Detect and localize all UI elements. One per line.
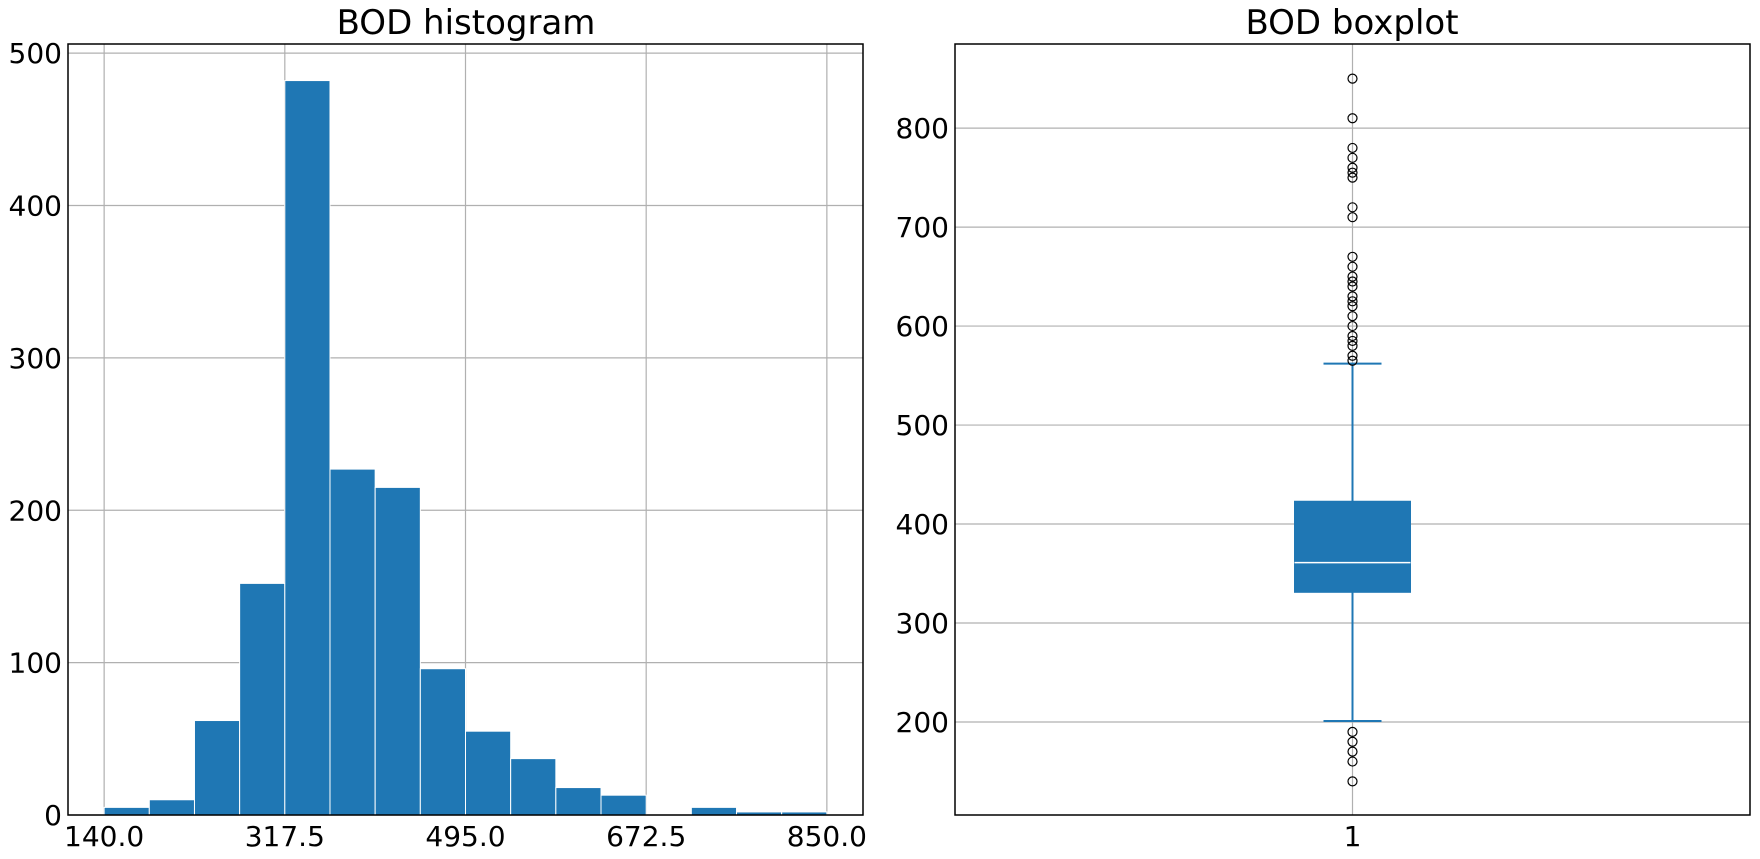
boxplot-outlier [1347,162,1358,173]
histogram-bar [419,668,467,816]
histogram-bar [600,794,647,816]
histogram-y-tick-label: 400 [9,190,62,223]
histogram-frame [67,43,864,816]
boxplot-y-tick-label: 800 [896,112,949,145]
histogram-bar [148,799,195,816]
boxplot-outlier [1347,152,1358,163]
boxplot-x-ticks: 1 [1344,820,1362,853]
histogram-x-tick-label: 140.0 [64,820,144,853]
histogram-x-tick-label: 317.5 [245,820,325,853]
boxplot-outlier [1347,276,1358,287]
boxplot-outlier [1347,296,1358,307]
boxplot-outlier [1347,73,1358,84]
histogram-bar [284,80,331,816]
histogram-y-tick-label: 300 [9,342,62,375]
boxplot-outlier [1347,335,1358,347]
boxplot-outlier [1347,212,1358,223]
histogram-bar [465,730,512,816]
boxplot-y-tick-label: 600 [896,310,949,343]
boxplot-outlier [1347,330,1358,342]
histogram-bar [239,582,286,816]
histogram-bar [510,758,557,816]
histogram-y-tick-label: 0 [44,799,62,832]
boxplot-outlier [1347,756,1358,767]
histogram-title: BOD histogram [337,3,596,43]
boxplot-outlier [1347,340,1358,351]
histogram-panel: BOD histogram 140.0 317.5 495.0 672.5 850.0 … [9,3,867,853]
boxplot-outlier [1347,776,1358,787]
boxplot-outlier [1347,301,1358,312]
boxplot-marks [1294,362,1411,722]
histogram-y-ticks: 0 100 200 300 400 500 [9,37,62,832]
boxplot-outlier [1347,291,1358,302]
boxplot-outlier [1347,311,1358,322]
boxplot-outlier [1347,271,1358,282]
boxplot-outlier [1347,113,1358,124]
histogram-y-tick-label: 100 [9,647,62,680]
histogram-bar [193,720,241,816]
boxplot-outlier [1347,172,1358,183]
boxplot-outlier [1347,281,1358,292]
histogram-bar [374,486,421,816]
boxplot-outlier [1347,320,1358,332]
boxplot-outlier [1347,142,1358,154]
boxplot-outlier [1347,350,1358,361]
boxplot-outlier [1347,167,1358,178]
boxplot-outlier [1347,736,1358,747]
boxplot-y-tick-label: 200 [896,706,949,739]
histogram-bar [103,806,150,816]
boxplot-frame [954,43,1751,816]
boxplot-outlier [1347,202,1358,213]
boxplot-outlier [1347,261,1358,272]
histogram-bar [555,787,602,816]
boxplot-y-ticks: 200 300 400 500 600 700 800 [896,112,949,739]
histogram-x-ticks: 140.0 317.5 495.0 672.5 850.0 [64,820,867,853]
boxplot-outlier [1347,726,1358,737]
boxplot-title: BOD boxplot [1245,3,1458,43]
histogram-x-tick-label: 495.0 [425,820,505,853]
boxplot-box [1294,500,1411,593]
boxplot-panel: BOD boxplot 1 200 300 400 500 600 700 800 [896,3,1751,853]
histogram-bar [329,468,376,816]
histogram-bars [103,80,828,816]
boxplot-x-tick-label: 1 [1344,820,1362,853]
boxplot-outlier [1347,251,1358,262]
boxplot-outlier [1347,746,1358,757]
boxplot-y-tick-label: 400 [896,508,949,541]
histogram-x-tick-label: 672.5 [606,820,686,853]
boxplot-fliers [1347,73,1358,787]
boxplot-outlier [1347,355,1358,366]
histogram-x-tick-label: 850.0 [787,820,867,853]
histogram-y-tick-label: 200 [9,494,62,527]
boxplot-y-tick-label: 700 [896,211,949,244]
boxplot-y-tick-label: 300 [896,607,949,640]
histogram-y-tick-label: 500 [9,37,62,70]
boxplot-y-tick-label: 500 [896,409,949,442]
histogram-bar [690,806,738,816]
